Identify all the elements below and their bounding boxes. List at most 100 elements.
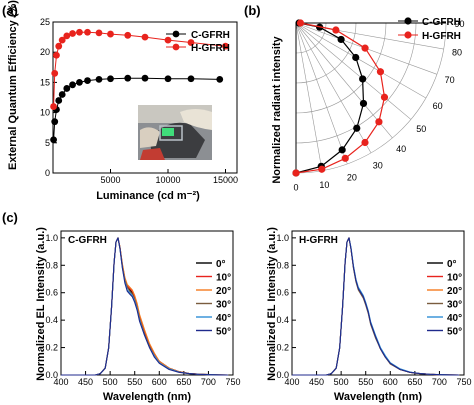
y-tick-label: 0.8 <box>45 260 58 270</box>
x-tick-label: 600 <box>383 377 398 387</box>
eqe-point <box>124 74 132 82</box>
el-h-ylabel: Normalized EL Intensity (a.u.) <box>266 227 278 381</box>
polar-point <box>318 165 326 173</box>
x-tick-label: 750 <box>456 377 471 387</box>
eqe-point <box>95 29 103 37</box>
eqe-point <box>63 85 71 92</box>
legend-label: 20° <box>447 286 462 297</box>
x-tick-label: 450 <box>78 377 93 387</box>
y-tick-label: 1.0 <box>276 233 289 243</box>
polar-angle-label: 20 <box>347 173 357 183</box>
legend-label: C-GFRH <box>191 30 230 41</box>
chart-el-spectra-c-gfrh: Normalized EL Intensity (a.u.) Wavelengt… <box>35 227 241 403</box>
polar-grid-radial <box>295 22 348 165</box>
x-tick-label: 400 <box>284 377 299 387</box>
polar-line-0 <box>295 22 365 174</box>
polar-point <box>375 118 383 126</box>
panel-label-a: (a) <box>2 3 18 18</box>
eqe-ylabel: External Quantum Efficiency (%) <box>7 0 19 170</box>
polar-angle-label: 70 <box>445 75 455 85</box>
eqe-point <box>216 75 224 83</box>
x-tick-label: 15000 <box>213 175 238 185</box>
y-tick-label: 10 <box>40 108 50 118</box>
eqe-line-1 <box>53 31 226 107</box>
plot-frame <box>60 230 234 376</box>
polar-point <box>359 99 368 108</box>
polar-angle-label: 0 <box>293 183 298 193</box>
polar-point <box>338 146 346 154</box>
legend-label: 50° <box>447 327 462 338</box>
inset-photo <box>138 105 212 160</box>
y-tick-label: 0.2 <box>276 343 289 353</box>
plot-frame <box>291 230 465 376</box>
legend-label: H-GFRH <box>191 43 230 54</box>
polar-point <box>359 75 367 83</box>
legend-marker <box>172 30 180 38</box>
el-series-line-3 <box>292 237 460 376</box>
eqe-point <box>69 30 76 37</box>
x-tick-label: 750 <box>225 377 240 387</box>
legend-label: 20° <box>216 286 231 297</box>
el-series-line-0 <box>61 237 229 376</box>
eqe-point <box>76 79 83 86</box>
x-tick-label: 10000 <box>155 175 180 185</box>
y-tick-label: 0.8 <box>276 260 289 270</box>
polar-angle-label: 80 <box>452 47 462 57</box>
polar-point <box>332 26 340 34</box>
y-tick-label: 0 <box>45 168 50 178</box>
x-tick-label: 450 <box>309 377 324 387</box>
chart-angular-distribution: Normalized radiant intensity 0 10 20 30 40 50… <box>271 17 465 193</box>
x-tick-label: 650 <box>407 377 422 387</box>
el-series-line-1 <box>61 237 229 376</box>
legend-label: 10° <box>216 273 231 284</box>
polar-angle-label: 50 <box>416 124 426 134</box>
polar-point <box>353 124 361 132</box>
el-series-line-0 <box>292 237 460 376</box>
panel-label-b: (b) <box>244 3 261 18</box>
polar-grid-arc <box>295 22 357 84</box>
eqe-point <box>58 36 66 44</box>
chart-el-spectra-h-gfrh: Normalized EL Intensity (a.u.) Wavelengt… <box>266 227 472 403</box>
eqe-point <box>55 97 63 104</box>
el-h-xlabel: Wavelength (nm) <box>334 391 423 403</box>
legend-marker <box>404 17 412 25</box>
eqe-point <box>76 28 83 36</box>
eqe-point <box>84 77 91 84</box>
x-tick-label: 700 <box>201 377 216 387</box>
polar-line-1 <box>295 22 386 174</box>
eqe-point <box>84 28 91 36</box>
eqe-point <box>124 31 132 39</box>
el-c-xlabel: Wavelength (nm) <box>103 391 192 403</box>
polar-point <box>376 68 385 76</box>
polar-grid-arc <box>295 22 387 114</box>
y-tick-label: 0.6 <box>276 288 289 298</box>
legend-label: 50° <box>216 327 231 338</box>
x-tick-label: 400 <box>53 377 68 387</box>
polar-angle-label: 40 <box>396 144 406 154</box>
polar-grid-radial <box>295 22 412 120</box>
y-tick-label: 0.2 <box>45 343 58 353</box>
legend-label: C-GFRH <box>422 17 461 28</box>
y-tick-label: 0.4 <box>276 315 289 325</box>
eqe-point <box>141 33 149 41</box>
eqe-point <box>63 32 71 40</box>
el-series-line-5 <box>292 237 460 376</box>
polar-angle-label: 10 <box>319 180 329 190</box>
eqe-point <box>107 30 114 38</box>
eqe-point <box>187 75 195 83</box>
el-series-line-3 <box>61 237 229 376</box>
panel-label-c: (c) <box>2 210 18 225</box>
eqe-point <box>164 75 172 83</box>
polar-grid-arc <box>295 22 417 144</box>
y-tick-label: 0.4 <box>45 315 58 325</box>
polar-point <box>352 53 360 62</box>
x-tick-label: 550 <box>358 377 373 387</box>
el-c-ylabel: Normalized EL Intensity (a.u.) <box>35 227 47 381</box>
el-series-line-2 <box>61 237 229 376</box>
polar-grid-arc <box>295 22 447 174</box>
x-tick-label: 5000 <box>100 175 120 185</box>
polar-grid-radial <box>295 22 323 171</box>
el-series-line-5 <box>61 237 229 376</box>
legend-label: 40° <box>447 313 462 324</box>
eqe-point <box>50 136 57 144</box>
